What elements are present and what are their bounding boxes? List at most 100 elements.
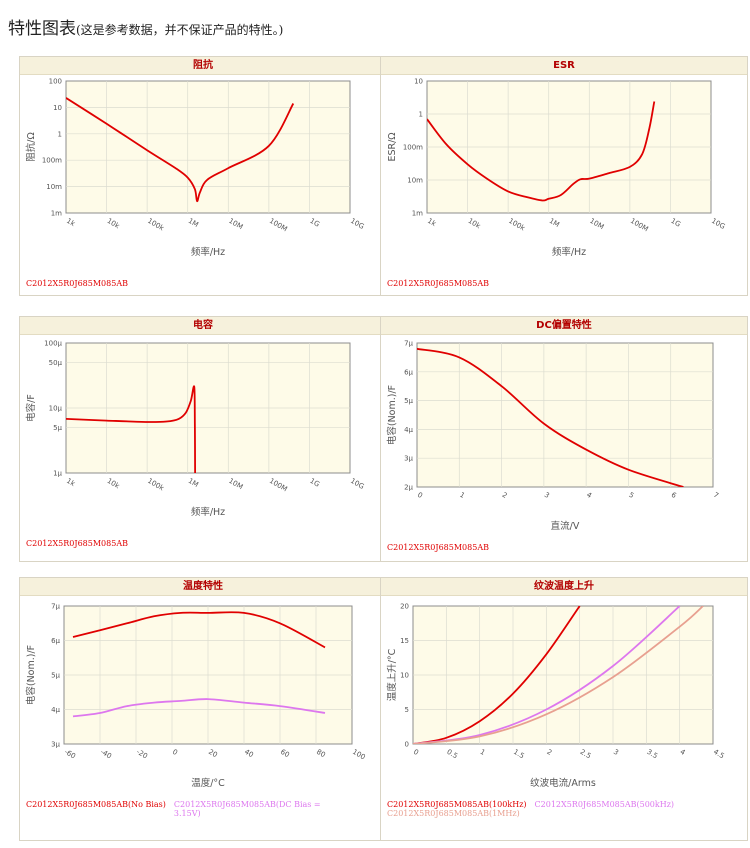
x-tick-label: 100k (507, 217, 527, 233)
chart-title: 电容 (20, 317, 386, 335)
x-tick-label: 1M (187, 217, 200, 229)
series-line (413, 606, 704, 744)
y-tick-label: 50μ (49, 359, 63, 367)
x-tick-label: 1M (187, 477, 200, 489)
y-tick-label: 7μ (51, 603, 60, 611)
x-tick-label: 100k (146, 477, 166, 493)
legend-entry: C2012X5R0J685M085AB (387, 279, 489, 288)
x-axis-label: 纹波电流/Arms (530, 777, 596, 789)
x-tick-label: 7 (712, 491, 720, 500)
x-tick-label: 100M (268, 477, 289, 494)
x-tick-label: 5 (627, 491, 635, 500)
series-line (72, 698, 326, 718)
plot-area (416, 342, 714, 488)
y-tick-label: 100 (49, 78, 62, 86)
x-tick-label: 0.5 (445, 748, 459, 760)
x-tick-label: 0 (412, 748, 420, 757)
chart-panel-capacitance: 电容 1k 10k 100k 1M 10M 100M 1G 10G 1μ 5μ 10μ 50μ 100μ… (19, 316, 387, 562)
series-line (72, 611, 326, 649)
y-tick-label: 10m (407, 177, 423, 185)
page-title-main: 特性图表 (8, 19, 76, 39)
y-tick-label: 5 (405, 706, 409, 714)
y-tick-label: 1 (58, 130, 62, 138)
chart-panel-temperature: 温度特性 -60 -40 -20 0 20 40 60 80 100 3μ 4μ 5μ 6μ 7μ 温度/°… (19, 577, 387, 841)
chart-panel-ripple: 纹波温度上升 0 0.5 1 1.5 2 2.5 3 3.5 4 4.5 0 5 10 15 20 纹波电流/… (380, 577, 748, 841)
legend-entry: C2012X5R0J685M085AB(500kHz) (534, 800, 675, 809)
y-tick-label: 6μ (51, 637, 60, 645)
x-tick-label: 1k (65, 477, 77, 489)
y-axis-label: 电容(Nom.)/F (386, 385, 398, 445)
y-tick-label: 4μ (51, 706, 60, 714)
x-tick-label: 3 (612, 748, 620, 757)
x-tick-label: 6 (670, 491, 678, 500)
x-axis-label: 直流/V (551, 520, 580, 532)
x-tick-label: 1G (308, 477, 321, 489)
x-tick-label: 100M (629, 217, 650, 234)
y-tick-label: 1 (419, 111, 423, 119)
temperature-chart: -60 -40 -20 0 20 40 60 80 100 3μ 4μ 5μ 6μ 7μ 温度/°C 电容(N… (25, 603, 367, 790)
x-tick-label: 10G (349, 477, 365, 491)
series-line (413, 606, 581, 744)
y-tick-label: 1μ (53, 470, 62, 478)
plot-area (65, 80, 351, 214)
y-tick-label: 0 (405, 741, 409, 749)
dc-bias-chart: 0 1 2 3 4 5 6 7 2μ 3μ 4μ 5μ 6μ 7μ 直流/V 电容(Nom.)/F (386, 340, 720, 533)
x-tick-label: 2 (501, 491, 509, 500)
chart-legend: C2012X5R0J685M085AB (387, 279, 497, 288)
y-tick-label: 5μ (404, 397, 413, 405)
x-tick-label: 10k (106, 217, 122, 231)
chart-title: 阻抗 (20, 57, 386, 75)
x-tick-label: 10k (106, 477, 122, 491)
x-tick-label: -60 (63, 748, 77, 761)
series-line (427, 101, 656, 202)
y-tick-label: 10m (46, 183, 62, 191)
legend-entry: C2012X5R0J685M085AB(100kHz) (387, 800, 527, 809)
x-tick-label: 1.5 (512, 748, 526, 760)
esr-chart: 1k 10k 100k 1M 10M 100M 1G 10G 1m 10m 100m 1 10 频率/Hz… (387, 78, 726, 259)
series-line (66, 385, 196, 473)
y-tick-label: 10μ (49, 405, 63, 413)
legend-entry: C2012X5R0J685M085AB (26, 279, 128, 288)
x-tick-label: 0 (171, 748, 179, 757)
y-tick-label: 15 (400, 637, 409, 645)
chart-panel-dc-bias: DC偏置特性 0 1 2 3 4 5 6 7 2μ 3μ 4μ 5μ 6μ 7μ 直流/V 电容(Nom.)/… (380, 316, 748, 562)
y-tick-label: 10 (414, 78, 423, 86)
x-tick-label: 1G (669, 217, 682, 229)
x-axis-label: 频率/Hz (191, 506, 225, 518)
chart-title: 纹波温度上升 (381, 578, 747, 596)
x-tick-label: 100M (268, 217, 289, 234)
ripple-chart: 0 0.5 1 1.5 2 2.5 3 3.5 4 4.5 0 5 10 15 20 纹波电流/Arms 温度上… (386, 603, 726, 790)
x-tick-label: 80 (315, 748, 327, 759)
x-axis-label: 频率/Hz (552, 246, 586, 258)
chart-title: DC偏置特性 (381, 317, 747, 335)
impedance-chart: 1k 10k 100k 1M 10M 100M 1G 10G 1m 10m 100m 1 10 100 频率… (25, 78, 365, 259)
x-tick-label: 1k (65, 217, 77, 229)
legend-entry: C2012X5R0J685M085AB (26, 539, 128, 548)
y-tick-label: 1m (51, 210, 62, 218)
chart-legend: C2012X5R0J685M085AB (26, 539, 136, 548)
y-tick-label: 5μ (51, 672, 60, 680)
y-tick-label: 10 (400, 672, 409, 680)
series-line (417, 347, 684, 487)
legend-entry: C2012X5R0J685M085AB(1MHz) (387, 809, 520, 818)
x-tick-label: 60 (279, 748, 291, 759)
x-tick-label: 2 (545, 748, 553, 757)
y-axis-label: 阻抗/Ω (25, 132, 37, 161)
y-tick-label: 100μ (44, 340, 62, 348)
series-line (66, 97, 295, 203)
chart-panel-impedance: 阻抗 1k 10k 100k 1M 10M 100M 1G 10G 1m 10m 100m 1 10 10… (19, 56, 387, 296)
x-tick-label: -40 (99, 748, 113, 761)
page-subtitle: (这是参考数据，并不保证产品的特性。) (76, 23, 284, 37)
chart-panel-esr: ESR 1k 10k 100k 1M 10M 100M 1G 10G 1m 10m 100m 1 10 频… (380, 56, 748, 296)
x-tick-label: -20 (135, 748, 149, 761)
x-tick-label: 1k (426, 217, 438, 229)
x-tick-label: 20 (207, 748, 219, 759)
capacitance-chart: 1k 10k 100k 1M 10M 100M 1G 10G 1μ 5μ 10μ 50μ 100μ 频率/… (25, 340, 365, 519)
x-axis-label: 温度/°C (191, 777, 225, 789)
x-axis-label: 频率/Hz (191, 246, 225, 258)
chart-title: 温度特性 (20, 578, 386, 596)
y-tick-label: 4μ (404, 426, 413, 434)
x-tick-label: 10G (710, 217, 726, 231)
x-tick-label: 4 (585, 491, 593, 500)
chart-legend: C2012X5R0J685M085AB(No Bias) C2012X5R0J68… (26, 800, 352, 818)
